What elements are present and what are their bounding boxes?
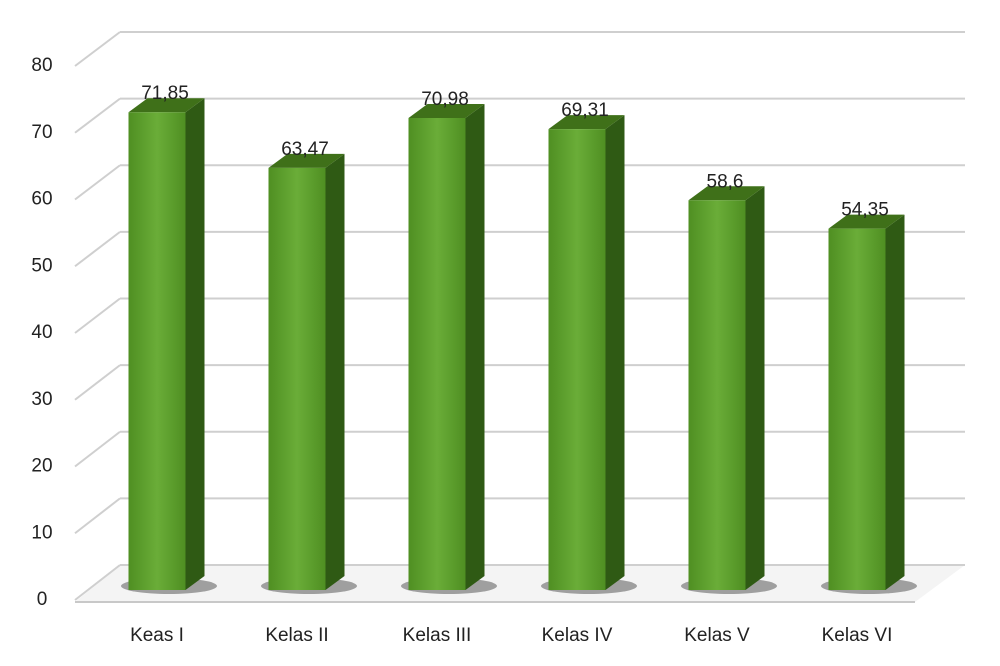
bar-side [605, 115, 625, 590]
value-label: 69,31 [561, 100, 609, 121]
bar-side [465, 103, 485, 590]
y-tick-label: 70 [31, 122, 52, 143]
y-tick-label: 80 [31, 55, 52, 76]
bar-front [828, 228, 886, 590]
grid-line-depth [74, 297, 121, 334]
bar [828, 214, 905, 590]
value-label: 71,85 [141, 83, 189, 104]
bar [408, 103, 485, 590]
bar-top [688, 186, 765, 201]
bar [128, 98, 205, 590]
bar-top [828, 214, 905, 229]
grid-line-depth [74, 97, 121, 134]
bar-top [408, 103, 485, 118]
bar [548, 115, 625, 590]
bar [268, 153, 345, 590]
grid-line-depth [74, 31, 121, 67]
y-tick-label: 60 [31, 189, 52, 210]
value-label: 54,35 [841, 200, 889, 221]
x-tick-label: Keas I [130, 625, 184, 646]
bar-top [268, 153, 345, 168]
bar-side [185, 98, 205, 590]
bar-top [548, 115, 625, 130]
bar-front [268, 167, 326, 590]
bar-side [885, 214, 905, 590]
grid-line-depth [74, 364, 121, 401]
value-label: 70,98 [421, 89, 469, 110]
bar-front [688, 200, 746, 590]
x-tick-label: Kelas V [684, 625, 750, 646]
bar-front [548, 129, 606, 590]
x-tick-label: Kelas II [265, 625, 328, 646]
grid-line-depth [74, 564, 121, 601]
bar-front [408, 117, 466, 590]
y-tick-label: 10 [31, 522, 52, 543]
y-tick-label: 30 [31, 389, 52, 410]
grid-line-depth [74, 164, 121, 201]
x-tick-label: Kelas VI [822, 625, 893, 646]
y-tick-label: 20 [31, 456, 52, 477]
bar-top [128, 98, 205, 113]
grid-line-depth [74, 497, 121, 535]
bar-side [325, 153, 345, 590]
grid-line-depth [74, 231, 121, 268]
x-tick-label: Kelas IV [542, 625, 613, 646]
y-tick-label: 40 [31, 322, 52, 343]
bar-side [745, 186, 765, 590]
y-tick-label: 0 [37, 589, 48, 610]
y-tick-label: 50 [31, 255, 52, 276]
grid-line-depth [74, 430, 121, 468]
value-label: 63,47 [281, 139, 329, 160]
value-label: 58,6 [707, 171, 744, 192]
x-tick-label: Kelas III [403, 625, 472, 646]
bar-front [128, 112, 186, 590]
bar [688, 186, 765, 590]
